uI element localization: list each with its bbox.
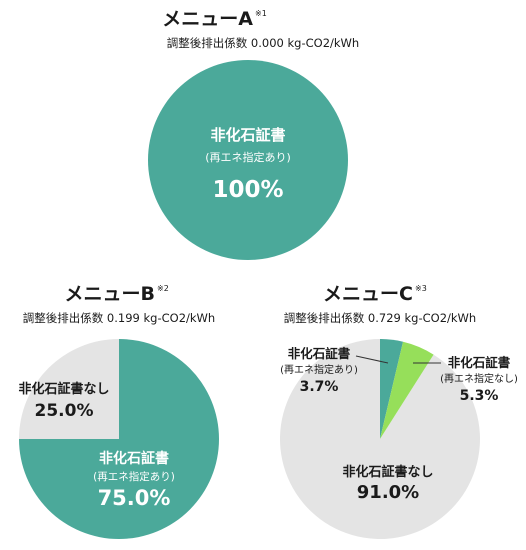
chart-b-title: メニューB bbox=[65, 283, 155, 305]
chart-b-title-note: ※2 bbox=[157, 284, 169, 293]
chart-a-title-note: ※1 bbox=[255, 9, 267, 18]
chart-c-slice-0-label: 非化石証書 bbox=[288, 346, 351, 361]
chart-c-pie bbox=[279, 339, 480, 539]
chart-b: メニューB ※2 調整後排出係数 0.199 kg-CO2/kWh 非化石証書な… bbox=[18, 283, 219, 539]
chart-b-slice-1-value: 25.0% bbox=[35, 401, 94, 421]
chart-b-pie bbox=[19, 339, 219, 539]
chart-b-slice-0 bbox=[19, 339, 219, 539]
chart-c-slice-2 bbox=[279, 339, 480, 539]
chart-b-slice-0-label: 非化石証書 bbox=[99, 450, 169, 467]
chart-c-subtitle: 調整後排出係数 0.729 kg-CO2/kWh bbox=[284, 311, 476, 325]
chart-c-slice-1-value: 5.3% bbox=[460, 388, 499, 404]
chart-b-subtitle: 調整後排出係数 0.199 kg-CO2/kWh bbox=[23, 311, 215, 325]
chart-a-pie bbox=[148, 60, 348, 260]
chart-c-slice-0-sublabel: (再エネ指定あり) bbox=[280, 363, 358, 376]
chart-b-slice-0-value: 75.0% bbox=[98, 486, 171, 510]
chart-c-slice-0-leader-line bbox=[355, 355, 389, 364]
chart-c-slice-1-label: 非化石証書 bbox=[448, 355, 511, 370]
chart-b-slice-1 bbox=[19, 339, 119, 439]
chart-a-title: メニューA bbox=[162, 8, 253, 30]
chart-c-slice-2-value: 91.0% bbox=[357, 482, 419, 503]
chart-a: メニューA ※1 調整後排出係数 0.000 kg-CO2/kWh 非化石証書 … bbox=[148, 8, 359, 260]
chart-a-slice-0-label: 非化石証書 bbox=[210, 126, 285, 144]
chart-c-slice-1 bbox=[380, 341, 434, 439]
chart-c-slice-0-value: 3.7% bbox=[300, 379, 339, 395]
chart-b-slice-1-label: 非化石証書なし bbox=[18, 381, 109, 397]
chart-c-title: メニューC bbox=[323, 283, 413, 305]
chart-b-slice-0-sublabel: (再エネ指定あり) bbox=[93, 470, 175, 483]
chart-a-subtitle: 調整後排出係数 0.000 kg-CO2/kWh bbox=[167, 36, 359, 50]
chart-c-slice-1-sublabel: (再エネ指定なし) bbox=[440, 372, 518, 385]
chart-a-slice-0-sublabel: (再エネ指定あり) bbox=[205, 150, 291, 164]
chart-a-slice-0 bbox=[148, 60, 348, 260]
chart-c: メニューC ※3 調整後排出係数 0.729 kg-CO2/kWh 非化石証書 … bbox=[279, 283, 518, 539]
chart-c-title-note: ※3 bbox=[415, 284, 427, 293]
chart-c-slice-2-label: 非化石証書なし bbox=[342, 464, 433, 480]
chart-a-slice-0-value: 100% bbox=[212, 177, 283, 203]
chart-c-slice-0 bbox=[380, 339, 404, 439]
